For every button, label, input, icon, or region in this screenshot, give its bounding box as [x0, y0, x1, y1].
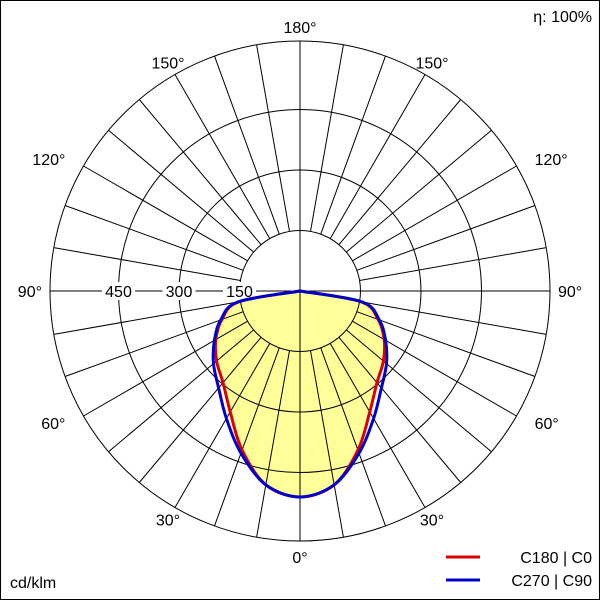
grid-spoke: [359, 247, 547, 281]
radial-tick-300: 300: [166, 284, 193, 301]
grid-spoke: [174, 74, 271, 239]
grid-spoke: [64, 311, 244, 377]
angle-label-30-left: 30°: [156, 513, 180, 530]
grid-spoke: [352, 165, 517, 262]
grid-spoke: [83, 320, 248, 417]
grid-spoke: [345, 329, 492, 453]
radial-tick-bg: [223, 282, 256, 300]
grid-spoke: [329, 74, 426, 239]
grid-spoke: [320, 55, 386, 235]
grid-spoke: [138, 99, 262, 246]
radial-tick-bg: [162, 282, 196, 300]
grid-spoke: [214, 55, 280, 235]
angle-label-180-right: 180°: [283, 20, 316, 37]
grid-spoke: [108, 129, 255, 253]
angle-label-150-right: 150°: [415, 55, 448, 72]
angle-label-90-left: 90°: [18, 284, 42, 301]
grid-spoke: [356, 311, 536, 377]
grid-spoke: [53, 247, 241, 281]
intensity-curves: [211, 289, 389, 499]
grid-spoke: [329, 343, 426, 508]
grid-spoke: [352, 320, 517, 417]
grid-spoke: [53, 301, 241, 335]
grid-spoke: [359, 301, 547, 335]
angle-label-60-left: 60°: [41, 416, 65, 433]
radial-tick-labels: 150 300 450: [102, 282, 256, 301]
unit-label: cd/klm: [10, 575, 56, 592]
polar-grid: [49, 40, 551, 542]
angle-label-30-right: 30°: [420, 513, 444, 530]
radial-tick-bg: [102, 282, 135, 300]
grid-spoke: [310, 350, 344, 538]
grid-spoke: [214, 347, 280, 527]
angle-label-120-right: 120°: [535, 152, 568, 169]
angle-label-120-left: 120°: [32, 152, 65, 169]
angle-label-0-right: 0°: [292, 550, 307, 567]
grid-spoke: [138, 336, 262, 483]
grid-spoke: [320, 347, 386, 527]
legend: C180 | C0 C270 | C90: [446, 550, 592, 590]
efficiency-label: η: 100%: [533, 9, 592, 26]
grid-spoke: [174, 343, 271, 508]
angle-labels: 0° 30° 30° 60° 60° 90° 90° 120° 120° 150° 150° 180°: [18, 20, 582, 567]
grid-spoke: [108, 329, 255, 453]
angle-label-150-left: 150°: [151, 55, 184, 72]
grid-spoke: [310, 44, 344, 232]
grid-spoke: [345, 129, 492, 253]
grid-spoke: [64, 205, 244, 271]
angle-label-60-right: 60°: [535, 416, 559, 433]
grid-spoke: [256, 44, 290, 232]
grid-spoke: [338, 99, 462, 246]
legend-label-c270-c90: C270 | C90: [511, 573, 592, 590]
angle-label-90-right: 90°: [558, 284, 582, 301]
grid-spoke: [338, 336, 462, 483]
curve-c270-c90: [211, 289, 389, 499]
grid-spoke: [83, 165, 248, 262]
radial-tick-450: 450: [105, 284, 132, 301]
legend-label-c180-c0: C180 | C0: [520, 550, 592, 567]
grid-spoke: [356, 205, 536, 271]
radial-tick-150: 150: [226, 284, 253, 301]
grid-spoke: [256, 350, 290, 538]
